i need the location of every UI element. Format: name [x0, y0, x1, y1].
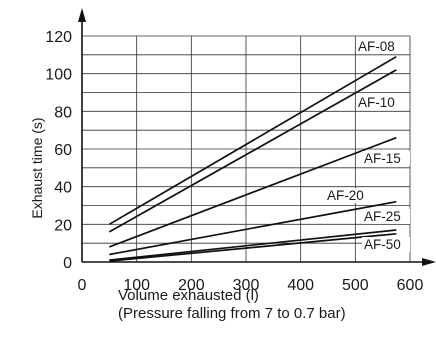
axes: [78, 8, 436, 266]
series-label-bg: [362, 151, 410, 166]
x-tick-label: 500: [342, 277, 369, 294]
series-label: AF-15: [364, 151, 401, 166]
x-tick-label: 400: [287, 277, 314, 294]
x-tick-label: 600: [397, 277, 424, 294]
x-tick-label: 300: [233, 277, 260, 294]
series-label-bg: [362, 237, 410, 252]
series-label-bg: [325, 188, 373, 203]
series-line: [109, 200, 397, 256]
series-label: AF-50: [364, 237, 401, 252]
x-axis-label-line1: Volume exhausted (l): [118, 287, 259, 304]
y-axis-arrow: [78, 8, 86, 22]
y-tick-label: 80: [54, 104, 72, 121]
series-line: [108, 69, 397, 233]
y-axis-label: Exhaust time (s): [29, 117, 45, 218]
tick-labels: 0 20 40 60 80 100 120 0 100 200 300 400 500 600: [45, 29, 423, 294]
x-tick-label: 200: [178, 277, 205, 294]
series-label: AF-08: [358, 39, 395, 54]
y-tick-label: 100: [45, 67, 72, 84]
series-line: [108, 55, 397, 226]
x-axis-arrow: [422, 258, 436, 266]
y-tick-label: 20: [54, 217, 72, 234]
series-lines: [108, 55, 397, 262]
series-label: AF-25: [364, 209, 401, 224]
series-line: [109, 229, 397, 261]
x-tick-label: 0: [78, 277, 87, 294]
y-tick-label: 120: [45, 29, 72, 46]
series-label-bg: [362, 209, 410, 224]
x-tick-label: 100: [123, 277, 150, 294]
series-label-bg: [356, 39, 404, 54]
grid: [82, 35, 411, 262]
x-axis-label: Volume exhausted (l) (Pressure falling f…: [118, 287, 346, 323]
series-label: AF-20: [327, 188, 364, 203]
y-tick-label: 0: [63, 255, 72, 272]
y-tick-label: 40: [54, 180, 72, 197]
x-axis-label-line2: (Pressure falling from 7 to 0.7 bar): [118, 305, 346, 322]
series-line: [108, 136, 397, 248]
y-tick-label: 60: [54, 142, 72, 159]
series-line: [109, 232, 397, 262]
series-label: AF-10: [358, 95, 395, 110]
series-label-bg: [356, 95, 404, 110]
